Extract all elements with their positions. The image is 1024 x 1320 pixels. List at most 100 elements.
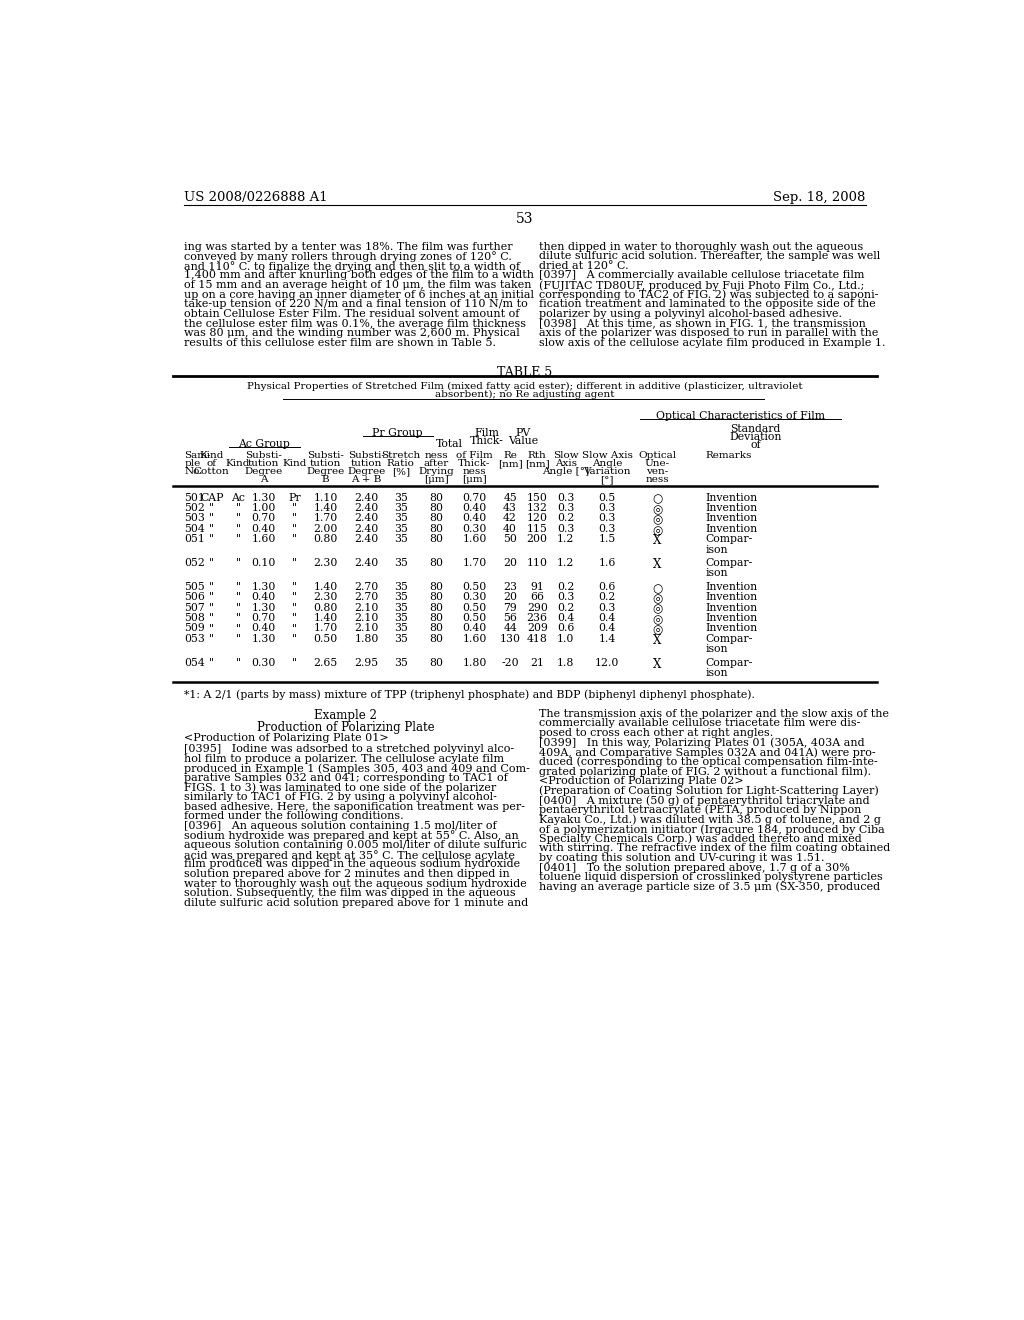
Text: 1,400 mm and after knurling both edges of the film to a width: 1,400 mm and after knurling both edges o… [183, 271, 534, 280]
Text: *1: A 2/1 (parts by mass) mixture of TPP (triphenyl phosphate) and BDP (biphenyl: *1: A 2/1 (parts by mass) mixture of TPP… [183, 689, 755, 700]
Text: Kayaku Co., Ltd.) was diluted with 38.5 g of toluene, and 2 g: Kayaku Co., Ltd.) was diluted with 38.5 … [539, 814, 881, 825]
Text: 1.60: 1.60 [462, 634, 486, 644]
Text: Stretch: Stretch [381, 451, 421, 459]
Text: Specialty Chemicals Corp.) was added thereto and mixed: Specialty Chemicals Corp.) was added the… [539, 834, 861, 845]
Text: 0.2: 0.2 [557, 582, 574, 591]
Text: 35: 35 [394, 593, 408, 602]
Text: 2.70: 2.70 [354, 593, 379, 602]
Text: 0.3: 0.3 [557, 524, 574, 533]
Text: Kind: Kind [283, 459, 307, 469]
Text: dried at 120° C.: dried at 120° C. [539, 261, 629, 271]
Text: 0.50: 0.50 [313, 634, 338, 644]
Text: ": " [209, 582, 214, 591]
Text: 290: 290 [526, 603, 548, 612]
Text: [0398]   At this time, as shown in FIG. 1, the transmission: [0398] At this time, as shown in FIG. 1,… [539, 318, 865, 329]
Text: Kind: Kind [200, 451, 224, 459]
Text: of Film: of Film [456, 451, 493, 459]
Text: ": " [209, 603, 214, 612]
Text: ": " [209, 558, 214, 568]
Text: Degree: Degree [245, 467, 283, 477]
Text: 0.30: 0.30 [462, 524, 486, 533]
Text: TABLE 5: TABLE 5 [498, 367, 552, 379]
Text: 42: 42 [503, 513, 517, 523]
Text: 2.95: 2.95 [354, 657, 379, 668]
Text: 130: 130 [500, 634, 520, 644]
Text: 80: 80 [429, 582, 443, 591]
Text: solution. Subsequently, the film was dipped in the aqueous: solution. Subsequently, the film was dip… [183, 888, 515, 899]
Text: [%]: [%] [392, 467, 410, 477]
Text: slow axis of the cellulose acylate film produced in Example 1.: slow axis of the cellulose acylate film … [539, 338, 886, 347]
Text: ness: ness [425, 451, 449, 459]
Text: Standard: Standard [730, 424, 781, 434]
Text: based adhesive. Here, the saponification treatment was per-: based adhesive. Here, the saponification… [183, 801, 524, 812]
Text: Substi-: Substi- [245, 451, 282, 459]
Text: Invention: Invention [706, 503, 758, 513]
Text: ": " [209, 513, 214, 523]
Text: 0.40: 0.40 [462, 513, 486, 523]
Text: 2.40: 2.40 [354, 513, 379, 523]
Text: 0.4: 0.4 [598, 612, 615, 623]
Text: ": " [209, 657, 214, 668]
Text: of: of [751, 441, 761, 450]
Text: Invention: Invention [706, 524, 758, 533]
Text: dilute sulfuric acid solution. Thereafter, the sample was well: dilute sulfuric acid solution. Thereafte… [539, 251, 880, 261]
Text: Invention: Invention [706, 513, 758, 523]
Text: 053: 053 [184, 634, 206, 644]
Text: then dipped in water to thoroughly wash out the aqueous: then dipped in water to thoroughly wash … [539, 242, 863, 252]
Text: having an average particle size of 3.5 μm (SX-350, produced: having an average particle size of 3.5 μ… [539, 882, 880, 892]
Text: Physical Properties of Stretched Film (mixed fatty acid ester); different in add: Physical Properties of Stretched Film (m… [247, 381, 803, 391]
Text: 418: 418 [526, 634, 548, 644]
Text: 80: 80 [429, 593, 443, 602]
Text: 2.70: 2.70 [354, 582, 379, 591]
Text: 20: 20 [503, 593, 517, 602]
Text: [0399]   In this way, Polarizing Plates 01 (305A, 403A and: [0399] In this way, Polarizing Plates 01… [539, 738, 864, 748]
Text: 052: 052 [184, 558, 206, 568]
Text: ": " [292, 612, 297, 623]
Text: ": " [236, 612, 241, 623]
Text: by coating this solution and UV-curing it was 1.51.: by coating this solution and UV-curing i… [539, 853, 824, 863]
Text: 21: 21 [530, 657, 544, 668]
Text: 91: 91 [530, 582, 544, 591]
Text: 0.40: 0.40 [252, 593, 275, 602]
Text: ": " [236, 603, 241, 612]
Text: 35: 35 [394, 657, 408, 668]
Text: and 110° C. to finalize the drying and then slit to a width of: and 110° C. to finalize the drying and t… [183, 261, 520, 272]
Text: 0.80: 0.80 [313, 535, 338, 544]
Text: ○: ○ [652, 582, 663, 595]
Text: film produced was dipped in the aqueous sodium hydroxide: film produced was dipped in the aqueous … [183, 859, 520, 870]
Text: 0.50: 0.50 [462, 603, 486, 612]
Text: Sam-: Sam- [184, 451, 211, 459]
Text: corresponding to TAC2 of FIG. 2) was subjected to a saponi-: corresponding to TAC2 of FIG. 2) was sub… [539, 289, 879, 300]
Text: 120: 120 [526, 513, 548, 523]
Text: Remarks: Remarks [706, 451, 752, 459]
Text: 1.30: 1.30 [252, 492, 275, 503]
Text: 503: 503 [184, 513, 206, 523]
Text: 0.70: 0.70 [462, 492, 486, 503]
Text: ": " [292, 503, 297, 513]
Text: aqueous solution containing 0.005 mol/liter of dilute sulfuric: aqueous solution containing 0.005 mol/li… [183, 841, 526, 850]
Text: 0.50: 0.50 [462, 612, 486, 623]
Text: 35: 35 [394, 492, 408, 503]
Text: ": " [292, 634, 297, 644]
Text: 80: 80 [429, 558, 443, 568]
Text: Ac Group: Ac Group [238, 440, 290, 449]
Text: 0.30: 0.30 [252, 657, 275, 668]
Text: ": " [236, 623, 241, 634]
Text: ◎: ◎ [652, 623, 663, 636]
Text: ven-: ven- [646, 467, 669, 477]
Text: Film: Film [474, 428, 500, 438]
Text: of: of [207, 459, 217, 469]
Text: similarly to TAC1 of FIG. 2 by using a polyvinyl alcohol-: similarly to TAC1 of FIG. 2 by using a p… [183, 792, 497, 803]
Text: 1.2: 1.2 [557, 535, 574, 544]
Text: 12.0: 12.0 [595, 657, 620, 668]
Text: Angle: Angle [592, 459, 623, 469]
Text: Invention: Invention [706, 603, 758, 612]
Text: 0.3: 0.3 [598, 513, 615, 523]
Text: X: X [653, 634, 662, 647]
Text: 0.40: 0.40 [462, 503, 486, 513]
Text: Variation: Variation [584, 467, 631, 477]
Text: tution: tution [351, 459, 382, 469]
Text: Optical: Optical [638, 451, 677, 459]
Text: absorbent); no Re adjusting agent: absorbent); no Re adjusting agent [435, 391, 614, 399]
Text: Re: Re [503, 451, 517, 459]
